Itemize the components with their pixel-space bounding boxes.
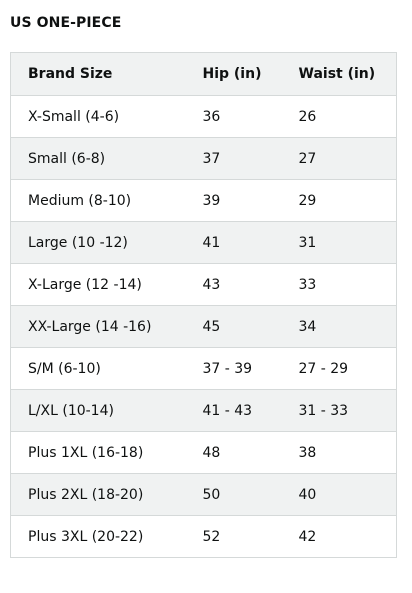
table-row: Plus 2XL (18-20) 50 40 [10,473,397,516]
table-row: Small (6-8) 37 27 [10,137,397,180]
waist-cell: 34 [281,305,397,348]
table-row: S/M (6-10) 37 - 39 27 - 29 [10,347,397,390]
waist-cell: 26 [281,95,397,138]
column-header-waist: Waist (in) [281,52,397,96]
table-row: Plus 3XL (20-22) 52 42 [10,515,397,558]
waist-cell: 40 [281,473,397,516]
table-row: XX-Large (14 -16) 45 34 [10,305,397,348]
brand-size-cell: Plus 2XL (18-20) [10,473,186,516]
table-header-row: Brand Size Hip (in) Waist (in) [10,52,397,96]
brand-size-cell: L/XL (10-14) [10,389,186,432]
hip-cell: 48 [185,431,282,474]
waist-cell: 42 [281,515,397,558]
brand-size-cell: Plus 3XL (20-22) [10,515,186,558]
brand-size-cell: S/M (6-10) [10,347,186,390]
brand-size-cell: X-Small (4-6) [10,95,186,138]
waist-cell: 27 [281,137,397,180]
brand-size-cell: Medium (8-10) [10,179,186,222]
brand-size-cell: XX-Large (14 -16) [10,305,186,348]
hip-cell: 36 [185,95,282,138]
hip-cell: 43 [185,263,282,306]
brand-size-cell: Small (6-8) [10,137,186,180]
hip-cell: 41 [185,221,282,264]
table-row: X-Large (12 -14) 43 33 [10,263,397,306]
table-row: Plus 1XL (16-18) 48 38 [10,431,397,474]
hip-cell: 37 [185,137,282,180]
size-chart-title: US ONE-PIECE [10,15,122,31]
brand-size-cell: Plus 1XL (16-18) [10,431,186,474]
waist-cell: 31 [281,221,397,264]
column-header-hip: Hip (in) [185,52,282,96]
hip-cell: 37 - 39 [185,347,282,390]
table-row: Large (10 -12) 41 31 [10,221,397,264]
hip-cell: 39 [185,179,282,222]
table-row: X-Small (4-6) 36 26 [10,95,397,138]
hip-cell: 52 [185,515,282,558]
waist-cell: 29 [281,179,397,222]
hip-cell: 50 [185,473,282,516]
waist-cell: 27 - 29 [281,347,397,390]
table-row: Medium (8-10) 39 29 [10,179,397,222]
table-row: L/XL (10-14) 41 - 43 31 - 33 [10,389,397,432]
brand-size-cell: X-Large (12 -14) [10,263,186,306]
waist-cell: 38 [281,431,397,474]
waist-cell: 31 - 33 [281,389,397,432]
waist-cell: 33 [281,263,397,306]
column-header-brand-size: Brand Size [10,52,186,96]
size-chart-table: Brand Size Hip (in) Waist (in) X-Small (… [10,52,397,558]
hip-cell: 41 - 43 [185,389,282,432]
hip-cell: 45 [185,305,282,348]
brand-size-cell: Large (10 -12) [10,221,186,264]
